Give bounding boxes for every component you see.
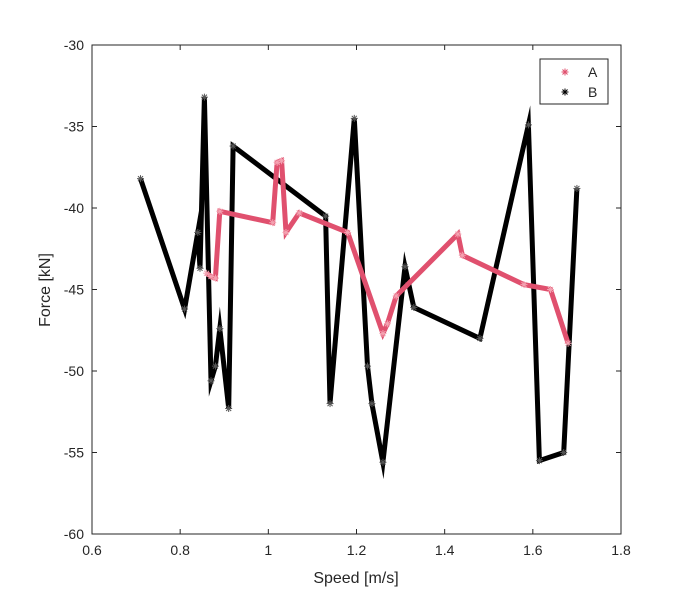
series-a-point bbox=[546, 286, 554, 293]
series-b-point bbox=[196, 264, 204, 272]
legend-items: AB bbox=[561, 64, 598, 100]
series-b-point bbox=[350, 114, 358, 122]
series-a-point bbox=[392, 292, 400, 300]
series-b-point bbox=[194, 228, 202, 236]
series-a-point bbox=[379, 330, 387, 338]
series-a-point bbox=[458, 251, 466, 259]
series-b-point bbox=[200, 93, 208, 101]
series-b-point bbox=[410, 303, 418, 311]
y-tick-label: -35 bbox=[64, 119, 84, 135]
series-a-point bbox=[454, 230, 462, 238]
series-b-point bbox=[535, 457, 543, 465]
y-axis-label: Force [kN] bbox=[37, 253, 54, 327]
series-b-point bbox=[379, 458, 387, 466]
series-a-point bbox=[383, 320, 391, 328]
y-tick-label: -30 bbox=[64, 37, 84, 53]
series-a-point bbox=[278, 157, 286, 165]
series-b-point bbox=[229, 142, 237, 150]
x-tick-label: 1.4 bbox=[435, 542, 455, 558]
legend-label-b: B bbox=[588, 84, 597, 100]
series-layer bbox=[136, 93, 581, 480]
x-tick-label: 0.6 bbox=[82, 542, 102, 558]
x-tick-label: 1 bbox=[264, 542, 272, 558]
y-tick-label: -40 bbox=[64, 200, 84, 216]
series-b-point bbox=[326, 400, 334, 408]
series-a-point bbox=[282, 228, 290, 236]
series-a-point bbox=[344, 228, 352, 236]
series-b-point bbox=[401, 263, 409, 271]
series-a-point bbox=[520, 281, 528, 289]
series-b-point bbox=[211, 362, 219, 370]
series-b-point bbox=[573, 184, 581, 192]
series-b-point bbox=[216, 325, 224, 333]
series-a-point bbox=[216, 207, 224, 215]
legend-marker-b bbox=[561, 88, 569, 96]
legend: AB bbox=[539, 58, 609, 105]
series-b-point bbox=[364, 362, 372, 370]
legend-marker-a bbox=[561, 68, 569, 76]
y-tick-label: -55 bbox=[64, 445, 84, 461]
series-b-point bbox=[225, 404, 233, 412]
series-b-point bbox=[136, 175, 144, 183]
series-a-point bbox=[211, 274, 219, 282]
x-tick-label: 1.2 bbox=[347, 542, 367, 558]
series-b-point bbox=[476, 334, 484, 342]
series-b-point bbox=[560, 449, 568, 456]
x-tick-label: 1.6 bbox=[523, 542, 543, 558]
series-a-point bbox=[203, 269, 211, 277]
x-axis-label: Speed [m/s] bbox=[313, 570, 398, 587]
y-tick-label: -45 bbox=[64, 282, 84, 298]
legend-label-a: A bbox=[588, 64, 598, 80]
series-a-point bbox=[564, 339, 572, 347]
series-b-point bbox=[181, 305, 189, 313]
y-tick-label: -60 bbox=[64, 526, 84, 542]
series-a-point bbox=[295, 209, 303, 217]
tick-labels-layer: 0.6 0.8 1 1.2 1.4 1.6 1.8 -60 -55 -50 -45 -40 -35 -30 bbox=[64, 37, 631, 558]
series-b-point bbox=[368, 400, 376, 408]
x-tick-label: 1.8 bbox=[611, 542, 631, 558]
legend-box bbox=[539, 58, 609, 105]
series-a-point bbox=[269, 219, 277, 227]
series-a-line bbox=[205, 157, 571, 345]
series-b-point bbox=[207, 377, 215, 385]
ticks-layer bbox=[91, 44, 622, 535]
series-b-point bbox=[322, 212, 330, 220]
y-tick-label: -50 bbox=[64, 363, 84, 379]
series-a-point bbox=[273, 158, 281, 166]
x-tick-label: 0.8 bbox=[170, 542, 190, 558]
series-b-point bbox=[524, 121, 532, 129]
